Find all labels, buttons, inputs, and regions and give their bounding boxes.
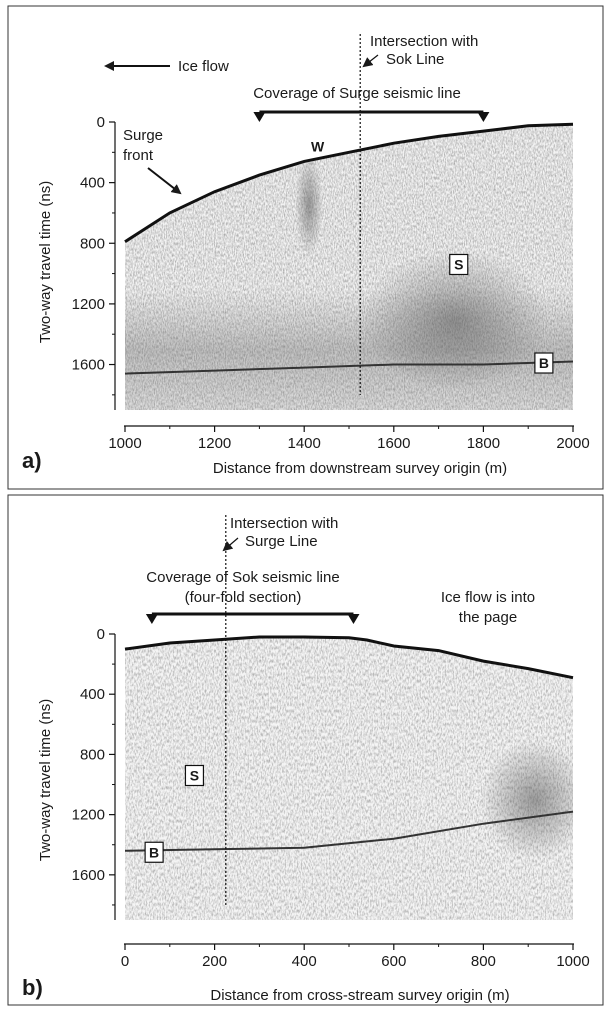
panel-a-y-tick-label: 400 [80,175,105,192]
panel-a-radargram [125,124,573,411]
panel-a-x-tick-label: 2000 [556,435,589,452]
panel-b-y-tick-label: 400 [80,686,105,703]
panel-b-y-tick-label: 800 [80,746,105,763]
panel-a-x-tick-label: 1000 [108,435,141,452]
panel-b-marker-s-box [184,764,205,787]
panel-a: 0 400 800 1200 1600 1000 1200 1400 1600 1800 2000… [22,33,590,477]
panel-a-surge-front-pointer [147,167,182,195]
panel-b-coverage-end-tick [347,614,360,624]
panel-a-marker-s: S [454,256,463,272]
panel-b-ice-surface [124,635,574,680]
panel-b-coverage-label-1: Coverage of Sok seismic line [146,569,339,586]
panel-a-surge-front-1: Surge [123,127,163,144]
panel-b: 0 400 800 1200 1600 0 200 400 600 800 1000 Two-wa… [22,515,590,1004]
panel-a-y-tick-label: 0 [97,114,105,131]
panel-a-w-anomaly [295,153,323,257]
panel-a-x-tick-label: 1800 [467,435,500,452]
panel-b-marker-b-box [144,841,164,863]
panel-a-x-tick-label: 1200 [198,435,231,452]
panel-b-coverage-bar [145,612,360,624]
panel-a-marker-w: W [311,138,325,154]
panel-a-frame [7,5,604,490]
panel-b-y-tick-label: 0 [97,626,105,643]
panel-b-x-tick-label: 600 [381,953,406,970]
panel-b-markers: SB [144,764,205,863]
panel-b-marker-b: B [149,844,159,860]
panel-b-coverage-start-tick [145,614,158,624]
panel-a-label: a) [22,448,42,473]
panel-a-s-anomaly [360,250,550,390]
panel-a-intersection-pointer [362,54,379,68]
panel-a-coverage-end-tick [477,112,490,122]
panel-b-y-ticks: 0 400 800 1200 1600 [72,626,115,906]
panel-a-coverage-start-tick [253,112,266,122]
panel-b-intersection-note-1: Intersection with [230,515,338,532]
panel-b-x-tick-label: 800 [471,953,496,970]
panel-a-coverage-bar [253,110,490,122]
panel-a-y-tick-label: 800 [80,235,105,252]
panel-b-intersection-pointer [222,537,239,552]
panel-a-marker-s-box [449,253,469,276]
panel-a-x-ticks: 1000 1200 1400 1600 1800 2000 [108,426,590,452]
panel-b-x-tick-label: 400 [292,953,317,970]
panel-b-flow-note-1: Ice flow is into [441,589,535,606]
panel-a-ylabel: Two-way travel time (ns) [37,181,54,344]
panel-b-x-tick-label: 1000 [556,953,589,970]
panel-a-surge-front-2: front [123,147,154,164]
panel-a-marker-b-box [534,352,554,374]
panel-b-coverage-label-2: (four-fold section) [185,589,302,606]
panel-a-coverage-label: Coverage of Surge seismic line [253,85,461,102]
panel-b-frame [7,494,604,1006]
panel-a-y-ticks: 0 400 800 1200 1600 [72,114,115,396]
panel-b-marker-s: S [190,767,199,783]
panel-a-y-tick-label: 1200 [72,296,105,313]
panel-b-label: b) [22,975,43,1000]
panel-a-x-tick-label: 1400 [288,435,321,452]
panel-a-bed-reflector [124,360,574,375]
panel-a-intersection-note-1: Intersection with [370,33,478,50]
panel-b-flow-note-2: the page [459,609,517,626]
panel-a-xlabel: Distance from downstream survey origin (… [213,460,507,477]
panel-a-ice-flow-note: Ice flow [178,58,229,75]
panel-b-y-tick-label: 1600 [72,867,105,884]
panel-b-x-tick-label: 200 [202,953,227,970]
panel-b-xlabel: Distance from cross-stream survey origin… [210,987,509,1004]
panel-a-markers: W S B [311,138,554,374]
panel-b-intersection-note-2: Surge Line [245,533,318,550]
panel-a-ice-surface [124,122,574,243]
panel-a-y-tick-label: 1600 [72,357,105,374]
panel-a-marker-b: B [539,355,549,371]
panel-b-y-tick-label: 1200 [72,807,105,824]
panel-a-x-tick-label: 1600 [377,435,410,452]
panel-b-radargram [125,637,573,920]
panel-a-intersection-note-2: Sok Line [386,51,444,68]
panel-b-s-anomaly [480,740,573,860]
panel-b-bed-reflector [124,810,574,852]
panel-b-x-ticks: 0 200 400 600 800 1000 [121,944,590,970]
panel-b-ylabel: Two-way travel time (ns) [37,699,54,862]
panel-b-x-tick-label: 0 [121,953,129,970]
